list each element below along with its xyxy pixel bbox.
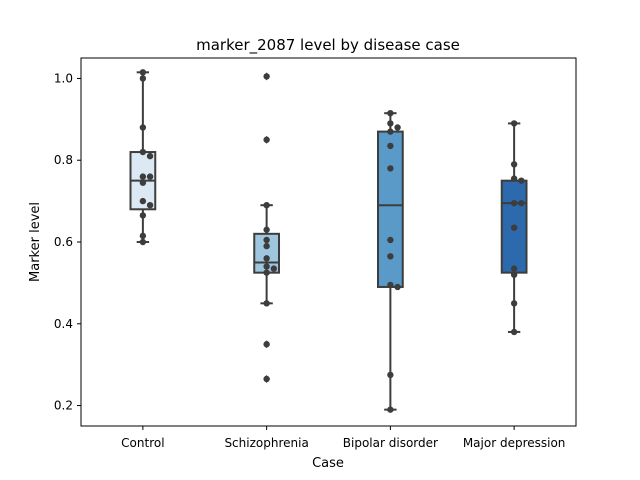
x-tick-label: Bipolar disorder xyxy=(343,436,438,450)
data-point xyxy=(263,255,270,262)
data-point xyxy=(387,236,394,244)
data-point xyxy=(139,179,147,186)
data-point xyxy=(510,328,518,336)
data-point xyxy=(263,136,270,143)
x-tick-label: Control xyxy=(121,436,164,450)
y-axis-label: Marker level xyxy=(28,202,43,282)
data-point xyxy=(146,152,154,160)
data-point xyxy=(510,265,518,272)
data-point xyxy=(510,199,518,207)
data-point xyxy=(510,300,518,307)
x-tick-label: Schizophrenia xyxy=(224,436,308,450)
data-point xyxy=(510,120,518,127)
data-point xyxy=(263,226,270,233)
data-point xyxy=(394,283,401,291)
data-point xyxy=(387,281,394,289)
data-point xyxy=(387,128,394,135)
y-tick-label: 0.6 xyxy=(54,235,73,249)
data-point xyxy=(387,253,394,260)
chart-title: marker_2087 level by disease case xyxy=(196,36,460,55)
data-point xyxy=(139,232,147,240)
data-point xyxy=(263,236,270,244)
x-tick-label: Major depression xyxy=(463,436,566,450)
y-tick-label: 0.8 xyxy=(54,153,73,167)
data-point xyxy=(387,110,394,117)
data-point xyxy=(510,224,518,231)
x-axis-label: Case xyxy=(312,456,344,471)
data-point xyxy=(387,406,394,413)
data-point xyxy=(510,161,518,168)
y-tick-label: 0.4 xyxy=(54,317,73,331)
y-tick-label: 0.2 xyxy=(54,399,73,413)
data-point xyxy=(263,73,270,80)
data-point xyxy=(394,124,401,131)
data-point xyxy=(387,120,394,127)
data-point xyxy=(387,142,394,150)
data-point xyxy=(263,300,270,307)
data-point xyxy=(139,212,147,219)
data-point xyxy=(263,242,270,250)
data-point xyxy=(263,263,270,270)
data-point xyxy=(510,271,518,278)
data-point xyxy=(518,199,525,207)
data-point xyxy=(139,148,147,156)
data-point xyxy=(263,375,270,383)
data-point xyxy=(139,173,147,180)
data-point xyxy=(510,175,518,182)
data-point xyxy=(387,165,394,172)
data-point xyxy=(139,75,147,82)
box-body xyxy=(377,130,404,288)
data-point xyxy=(518,177,525,184)
data-point xyxy=(139,238,147,246)
data-point xyxy=(139,124,147,131)
data-point xyxy=(263,269,270,276)
data-point xyxy=(263,202,270,209)
data-point xyxy=(387,371,394,379)
data-point xyxy=(139,69,147,76)
data-point xyxy=(270,265,278,272)
data-point xyxy=(146,173,154,180)
data-point xyxy=(139,197,147,205)
y-tick-label: 1.0 xyxy=(54,71,73,85)
plot-area xyxy=(129,69,528,413)
data-point xyxy=(263,341,270,348)
data-point xyxy=(146,202,154,209)
